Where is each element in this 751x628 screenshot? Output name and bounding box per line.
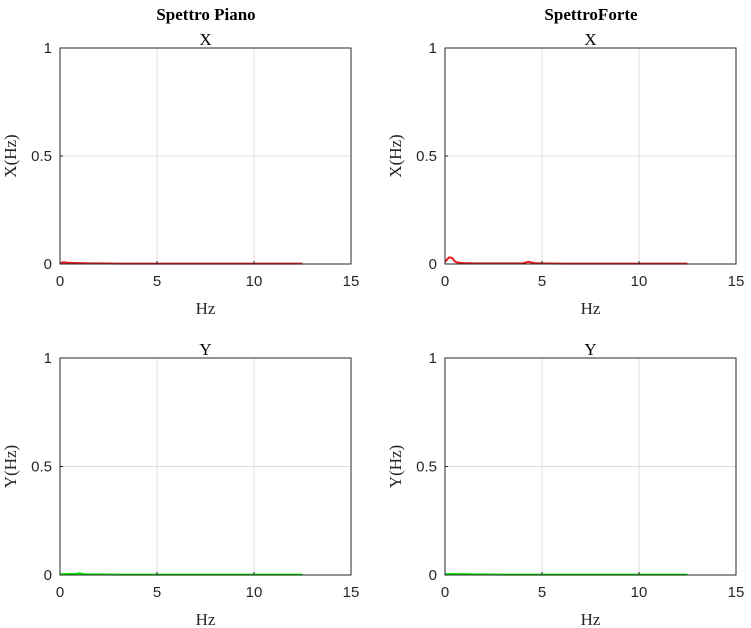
x-tick-label: 0 — [441, 584, 449, 601]
x-tick-label: 0 — [56, 273, 64, 290]
subplot-1: 0 5 10 15 0 0.5 1 X Hz X(Hz) — [1, 30, 359, 318]
series-line — [444, 256, 688, 265]
x-tick-label: 0 — [56, 584, 64, 601]
subplot-title: Y — [584, 340, 596, 359]
y-tick-label: 0 — [429, 567, 437, 584]
x-tick-label: 10 — [631, 584, 648, 601]
subplot-2: 0 5 10 15 0 0.5 1 X Hz X(Hz) — [386, 30, 744, 318]
subplot-title: X — [199, 30, 211, 49]
x-tick-label: 10 — [246, 273, 263, 290]
column-title-right: SpettroForte — [544, 5, 638, 24]
y-tick-label: 0 — [44, 567, 52, 584]
x-tick-label: 10 — [246, 584, 263, 601]
subplot-title: X — [584, 30, 596, 49]
x-tick-label: 15 — [728, 273, 745, 290]
x-tick-label: 5 — [538, 273, 546, 290]
x-tick-label: 5 — [153, 273, 161, 290]
x-tick-label: 5 — [153, 584, 161, 601]
x-tick-label: 15 — [343, 273, 360, 290]
series-line — [444, 572, 688, 576]
y-axis-label: Y(Hz) — [1, 445, 20, 488]
x-axis-label: Hz — [581, 610, 601, 628]
y-axis-label: X(Hz) — [386, 134, 405, 177]
y-axis-label: X(Hz) — [1, 134, 20, 177]
x-tick-label: 15 — [343, 584, 360, 601]
column-title-left: Spettro Piano — [156, 5, 255, 24]
subplot-title: Y — [199, 340, 211, 359]
series-line — [59, 261, 303, 265]
series-line — [59, 572, 303, 576]
y-tick-label: 0.5 — [31, 148, 52, 165]
y-tick-label: 1 — [44, 40, 52, 57]
y-tick-label: 0 — [429, 256, 437, 273]
x-tick-label: 5 — [538, 584, 546, 601]
subplot-3: 0 5 10 15 0 0.5 1 Y Hz Y(Hz) — [1, 340, 359, 628]
y-tick-label: 0.5 — [31, 459, 52, 476]
y-tick-label: 0 — [44, 256, 52, 273]
y-tick-label: 0.5 — [416, 459, 437, 476]
y-axis-label: Y(Hz) — [386, 445, 405, 488]
y-tick-label: 1 — [429, 40, 437, 57]
y-tick-label: 1 — [44, 350, 52, 367]
y-tick-label: 1 — [429, 350, 437, 367]
x-tick-label: 15 — [728, 584, 745, 601]
x-axis-label: Hz — [581, 299, 601, 318]
x-axis-label: Hz — [196, 299, 216, 318]
subplot-4: 0 5 10 15 0 0.5 1 Y Hz Y(Hz) — [386, 340, 744, 628]
y-tick-label: 0.5 — [416, 148, 437, 165]
x-tick-label: 10 — [631, 273, 648, 290]
x-axis-label: Hz — [196, 610, 216, 628]
x-tick-label: 0 — [441, 273, 449, 290]
